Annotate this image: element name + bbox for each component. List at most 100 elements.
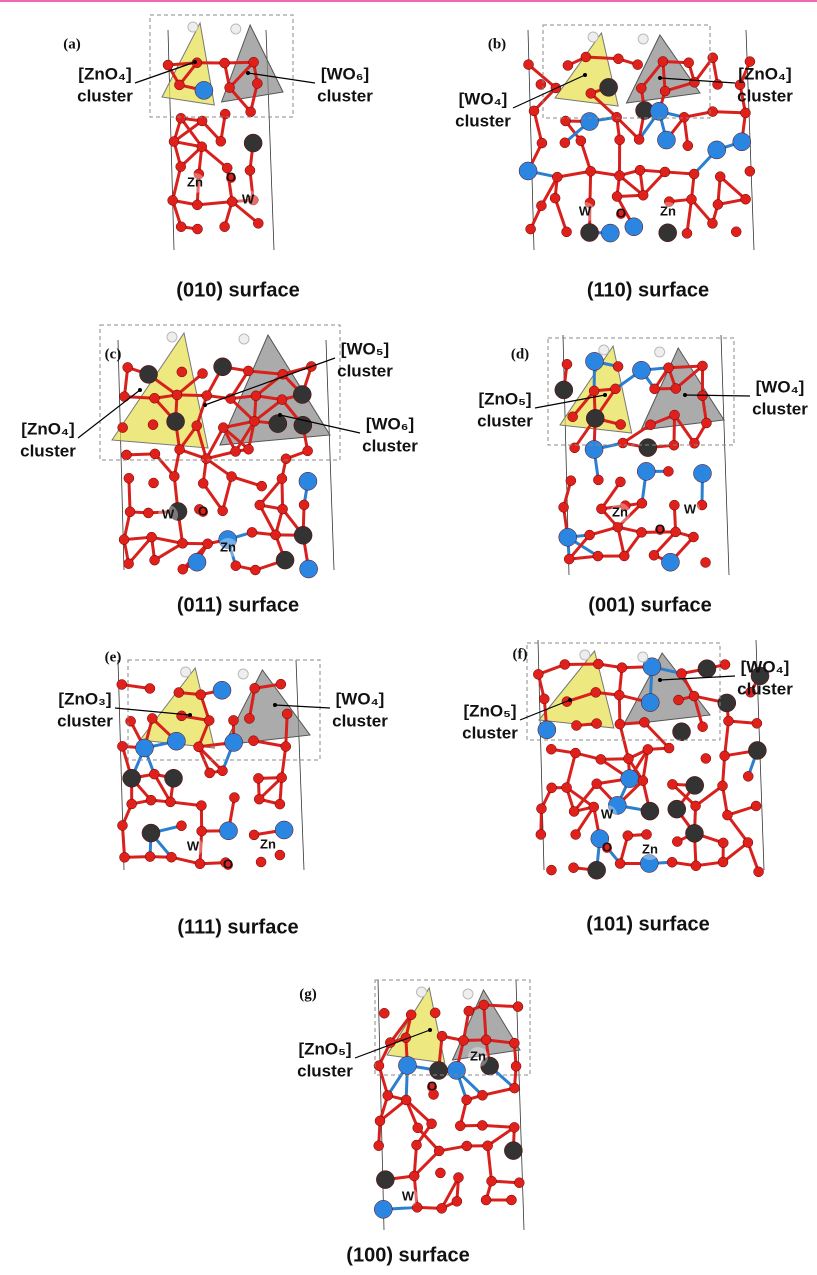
labeled-atom [223, 860, 233, 870]
bond [589, 92, 618, 119]
cluster-box [374, 979, 531, 1076]
atom [588, 801, 600, 813]
atom [580, 51, 592, 63]
bond [588, 171, 593, 203]
bond [652, 530, 677, 557]
atom [560, 115, 571, 127]
atom [750, 666, 770, 686]
atom [270, 529, 281, 541]
bond [532, 86, 557, 112]
atom [514, 1177, 525, 1188]
atom [750, 800, 762, 812]
atom [176, 366, 188, 378]
h-atom [166, 331, 178, 343]
atom [642, 744, 654, 755]
atom [558, 528, 578, 547]
pointer [114, 707, 191, 716]
bond [719, 175, 747, 201]
atom-label: Zn [660, 203, 676, 218]
atom [590, 687, 602, 698]
atom [697, 360, 708, 372]
atom [683, 57, 694, 68]
cluster-word: cluster [737, 86, 793, 105]
pointer-dot [203, 403, 207, 407]
atom [558, 502, 569, 513]
h-atom [416, 986, 427, 998]
atom [690, 860, 702, 872]
atom [218, 530, 237, 549]
polyhedron [223, 669, 311, 746]
bond [258, 477, 284, 506]
atom [149, 392, 160, 404]
bond [585, 55, 619, 61]
atom [276, 394, 288, 405]
bond [248, 369, 283, 376]
atom-label: Zn [642, 841, 658, 856]
atom-label: Zn [220, 539, 236, 554]
bond [151, 535, 183, 545]
atom [584, 440, 604, 459]
atom [623, 753, 634, 764]
atom [614, 170, 625, 181]
cluster-formula: [WO₆] [321, 64, 369, 83]
bond [440, 1176, 460, 1210]
atom [164, 769, 183, 788]
atom [245, 106, 256, 118]
pointer [134, 61, 196, 84]
atom [243, 443, 254, 455]
bond [152, 773, 172, 803]
atom [429, 1061, 448, 1080]
bond [690, 198, 714, 225]
atom [637, 189, 649, 201]
atom [636, 83, 647, 94]
atom [642, 657, 662, 677]
bond [540, 176, 559, 207]
atom [570, 829, 581, 840]
atom [552, 171, 563, 183]
atom [219, 57, 230, 69]
atom [561, 226, 572, 238]
bond [712, 110, 746, 115]
bond [389, 1013, 413, 1044]
pointer-dot [246, 71, 250, 75]
bond [221, 476, 233, 512]
atom [433, 1145, 445, 1157]
atom [610, 383, 621, 395]
cluster-formula: [WO₄] [741, 657, 790, 676]
atom [681, 228, 693, 239]
atom [250, 390, 262, 402]
atom [590, 829, 610, 848]
atom [201, 453, 212, 464]
panel: (d) [ZnO₅] cluster [WO₄] cluster Zn O W (001) su… [477, 334, 808, 616]
atom [611, 111, 622, 123]
atom-label: O [223, 856, 233, 871]
atom [536, 803, 547, 814]
atom [546, 782, 557, 794]
h-atom [238, 333, 250, 345]
atom [124, 506, 136, 518]
atom [119, 852, 130, 863]
bond [284, 713, 289, 747]
atom [253, 793, 265, 805]
atom [580, 223, 599, 242]
atom [192, 199, 203, 211]
caption: (010) surface [176, 279, 299, 301]
pointer [204, 357, 336, 406]
atom [193, 741, 204, 753]
labeled-atom [658, 202, 678, 222]
atom [219, 821, 238, 841]
atom [149, 768, 160, 780]
atom [141, 823, 161, 843]
bond [532, 110, 544, 144]
atom [567, 411, 578, 423]
bond [553, 197, 569, 233]
atom [277, 368, 289, 380]
atom [616, 662, 628, 673]
cluster-word: cluster [752, 399, 808, 418]
pointer-dot [428, 1028, 432, 1032]
atom [717, 780, 728, 792]
labeled-atom [238, 190, 258, 210]
atom [612, 521, 624, 533]
atom [374, 1115, 386, 1127]
atom [228, 715, 239, 726]
